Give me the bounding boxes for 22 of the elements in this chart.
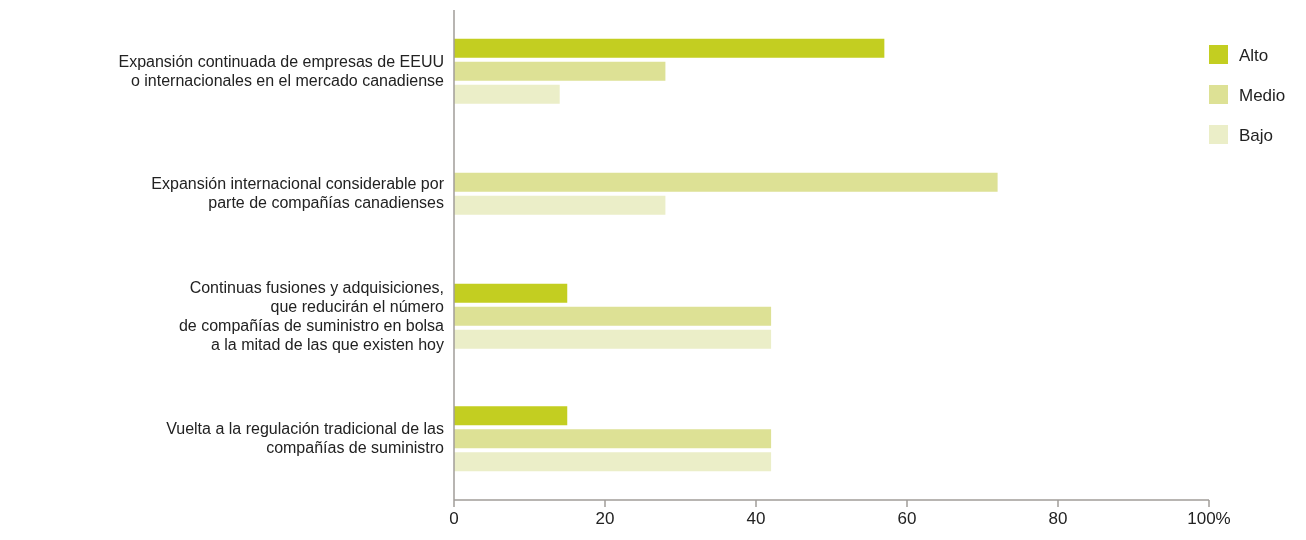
x-tick-label: 80	[1048, 509, 1068, 528]
legend-label: Alto	[1239, 46, 1269, 65]
bar	[454, 429, 772, 449]
legend-label: Bajo	[1239, 126, 1274, 145]
bar	[454, 283, 568, 303]
bar	[454, 38, 885, 58]
x-tick-label: 0	[449, 509, 459, 528]
y-tick-label: Expansión internacional considerable por parte de compañías canadienses	[151, 175, 445, 212]
y-tick-label: Continuas fusiones y adquisiciones, que reducirán el número de compañías de suministro en bolsa a la mitad de las que existen hoy	[178, 278, 445, 353]
bar	[454, 61, 666, 81]
bar	[454, 452, 772, 472]
x-tick-label: 60	[897, 509, 917, 528]
bar	[454, 329, 772, 349]
y-tick-label: Vuelta a la regulación tradicional de las compañías de suministro	[166, 420, 445, 457]
bar	[454, 406, 568, 426]
x-tick-label: 40	[746, 509, 766, 528]
bar	[454, 306, 772, 326]
x-tick-label: 100%	[1187, 509, 1231, 528]
y-tick-label: Expansión continuada de empresas de EEUU o internacionales en el mercado canadiense	[118, 52, 445, 89]
legend-label: Medio	[1239, 86, 1286, 105]
bar	[454, 84, 560, 104]
x-tick-label: 20	[595, 509, 615, 528]
